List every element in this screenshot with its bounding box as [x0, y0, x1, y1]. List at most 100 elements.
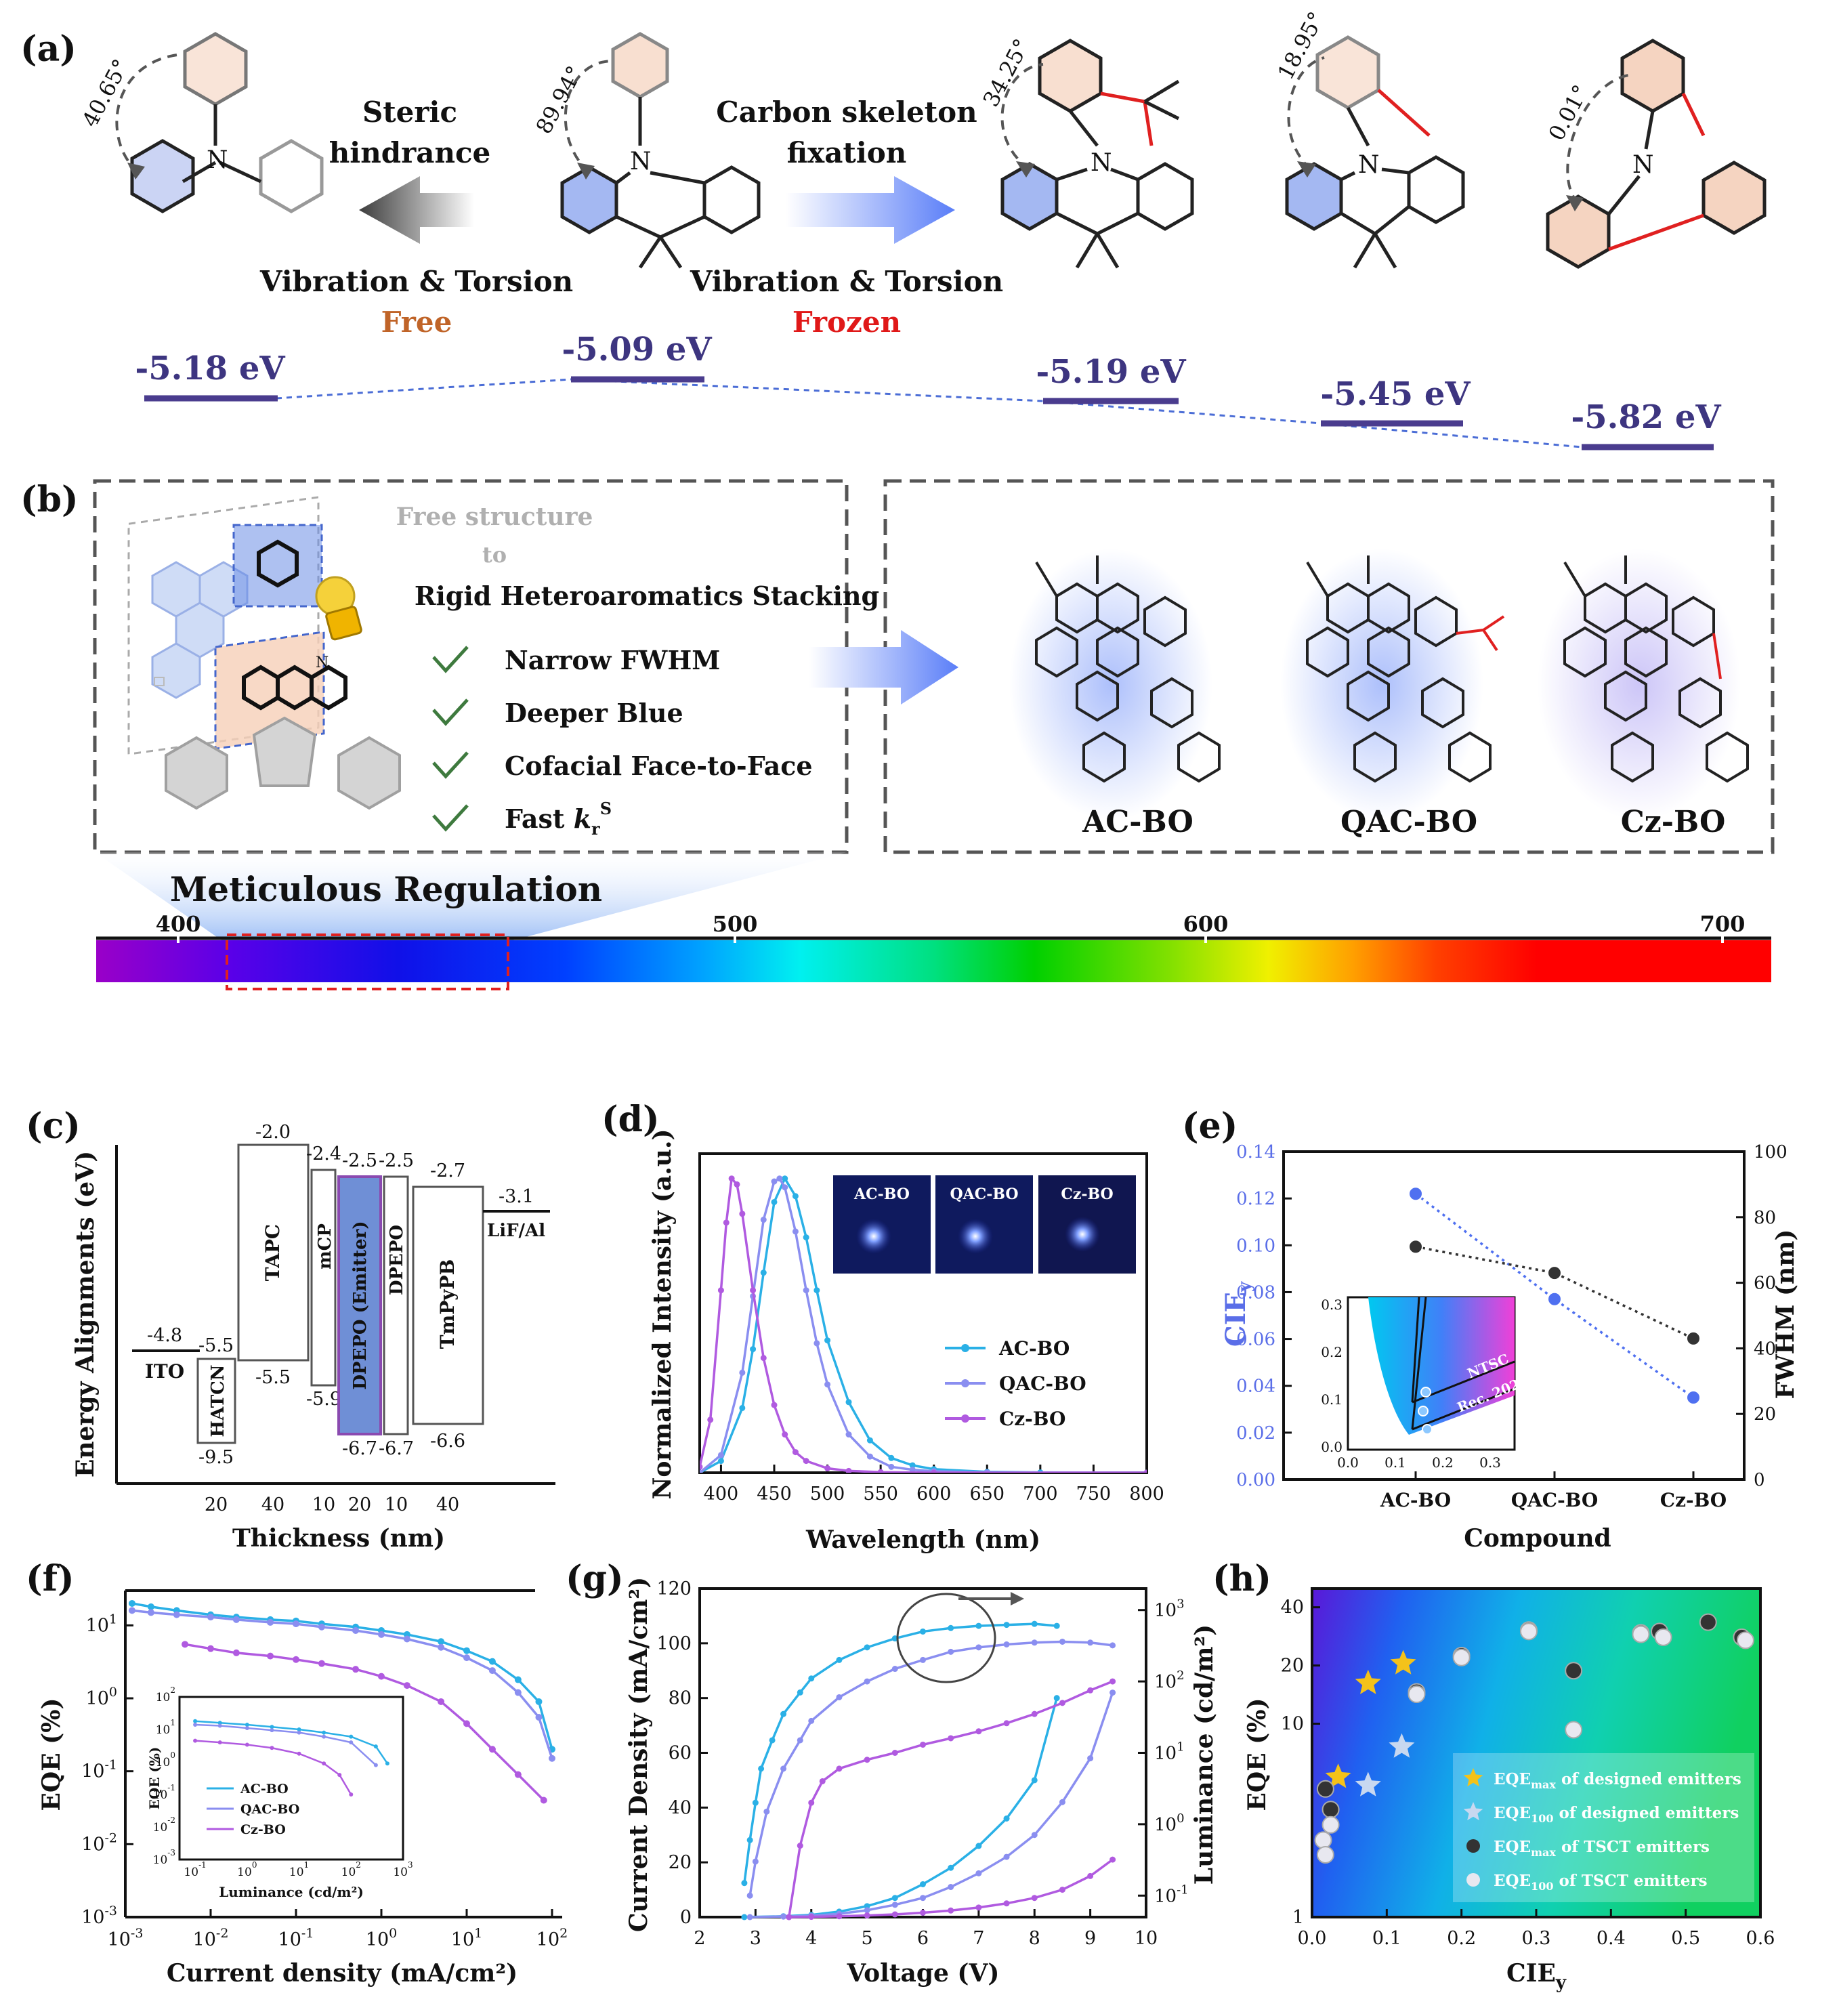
f-inset-point-QAC-BO-1 — [217, 1723, 222, 1728]
molecule-qac-bo: QAC-BO — [1280, 549, 1505, 839]
panel-h-letter: (h) — [1212, 1558, 1271, 1599]
f-inset-ytick-1: 10-2 — [153, 1815, 175, 1834]
f-point-QAC-BO-5 — [267, 1618, 274, 1626]
e-ytick-right-label-5: 100 — [1754, 1142, 1788, 1162]
d-point-QAC-BO-5 — [771, 1178, 778, 1185]
h-legend-marker-3 — [1466, 1873, 1480, 1887]
g-lv-point-AC-BO-6 — [797, 1689, 803, 1696]
g-ytick-right-label-0: 10-1 — [1154, 1883, 1189, 1906]
photo-label-qac-bo: QAC-BO — [950, 1185, 1018, 1203]
d-xtick-label-1: 450 — [757, 1484, 792, 1505]
g-lv-point-Cz-BO-9 — [975, 1728, 982, 1735]
f-point-Cz-BO-6 — [352, 1666, 360, 1673]
f-inset-point-Cz-BO-0 — [193, 1738, 198, 1743]
f-inset-point-QAC-BO-0 — [193, 1722, 198, 1727]
e-point-CIEy-2 — [1686, 1390, 1701, 1405]
small-lock-icon — [154, 677, 165, 686]
f-legend-label-0: AC-BO — [240, 1782, 289, 1797]
dpepo-top: -2.5 — [379, 1150, 414, 1171]
d-point-Cz-BO-6 — [739, 1211, 746, 1217]
compound-label-qac-bo: QAC-BO — [1340, 805, 1477, 839]
g-jv-point-Cz-BO-2 — [836, 1913, 843, 1920]
panel-e-xlabel: Compound — [1464, 1524, 1611, 1553]
g-lv-point-AC-BO-7 — [808, 1675, 815, 1682]
d-point-AC-BO-8 — [803, 1234, 809, 1241]
f-inset-series-QAC-BO — [195, 1723, 377, 1766]
fixation-text-line1: Carbon skeleton — [716, 96, 977, 129]
vibration-free-line: Vibration & Torsion — [259, 265, 573, 298]
svg-text:N: N — [630, 148, 652, 175]
panel-e-frame — [1282, 1150, 1746, 1481]
f-inset-series-Cz-BO — [195, 1740, 352, 1795]
g-jv-point-QAC-BO-12 — [1087, 1755, 1094, 1762]
f-inset-point-AC-BO-8 — [385, 1761, 389, 1766]
h-point-s3-8 — [1654, 1628, 1672, 1646]
photo-label-cz-bo: Cz-BO — [1061, 1185, 1113, 1203]
frozen-label: Frozen — [792, 306, 901, 339]
d-point-QAC-BO-2 — [739, 1369, 746, 1376]
f-inset-point-Cz-BO-3 — [270, 1746, 274, 1750]
g-jv-QAC-BO — [750, 1692, 1114, 1918]
f-inset-point-AC-BO-6 — [349, 1734, 354, 1739]
molecule-fused-acridine: N — [1285, 35, 1465, 269]
g-lv-point-AC-BO-12 — [948, 1624, 954, 1631]
molecule-triphenylamine: N — [115, 32, 324, 213]
h-legend-marker-1 — [1463, 1802, 1483, 1821]
rigid-stacking-text: Rigid Heteroaromatics Stacking — [415, 581, 879, 611]
e-ytick-right-label-1: 20 — [1754, 1404, 1776, 1425]
g-xtick-label-3: 5 — [862, 1928, 873, 1949]
d-xtick-label-3: 550 — [863, 1484, 898, 1505]
emitter-box — [337, 1175, 382, 1435]
inset-ytick-3: 0.3 — [1321, 1297, 1343, 1313]
f-point-QAC-BO-8 — [352, 1626, 360, 1634]
check-icon-2 — [432, 698, 469, 726]
f-point-QAC-BO-13 — [488, 1667, 496, 1675]
d-point-QAC-BO-7 — [782, 1184, 788, 1191]
panel-e-ylabel-left: CIEy — [1220, 1281, 1255, 1347]
spectrum-tick-600: 600 — [1183, 911, 1229, 937]
g-lv-point-QAC-BO-3 — [780, 1765, 787, 1772]
spectrum-tick-500: 500 — [713, 911, 758, 937]
g-jv-point-QAC-BO-1 — [780, 1913, 787, 1920]
d-legend-marker-1 — [961, 1379, 969, 1387]
f-point-AC-BO-15 — [535, 1698, 543, 1705]
g-lv-point-Cz-BO-10 — [1003, 1720, 1010, 1727]
g-lv-point-Cz-BO-12 — [1059, 1700, 1065, 1706]
tapc-box — [237, 1143, 310, 1362]
d-point-AC-BO-3 — [750, 1346, 757, 1353]
hatcn-thickness: 20 — [205, 1494, 228, 1515]
f-point-Cz-BO-13 — [540, 1797, 547, 1804]
f-xtick-label-5: 102 — [536, 1926, 568, 1950]
panel-a-letter: (a) — [20, 28, 77, 70]
check-text-2: Deeper Blue — [505, 698, 683, 728]
emitter-thickness: 20 — [348, 1494, 371, 1515]
f-inset-point-QAC-BO-7 — [373, 1763, 378, 1767]
phenyl-highlight — [232, 524, 323, 608]
g-lv-point-AC-BO-2 — [752, 1799, 759, 1806]
molecule-carbazole: N — [1546, 39, 1767, 269]
d-point-AC-BO-10 — [824, 1337, 831, 1344]
h-point-s3-5 — [1519, 1622, 1538, 1641]
steric-text-line1: Steric — [362, 96, 457, 129]
e-ytick-right-label-3: 60 — [1754, 1274, 1776, 1294]
energy-label-2: -5.09 eV — [562, 331, 712, 369]
molecule-cz-bo: Cz-BO — [1538, 549, 1749, 839]
d-point-Cz-BO-3 — [723, 1219, 730, 1226]
fast-kr-text: Fast krS — [505, 799, 612, 839]
g-lv-point-Cz-BO-11 — [1031, 1710, 1038, 1717]
h-xtick-label-3: 0.3 — [1522, 1928, 1551, 1949]
d-point-AC-BO-6 — [782, 1175, 788, 1182]
h-xtick-label-5: 0.5 — [1671, 1928, 1700, 1949]
g-ytick-right-label-2: 101 — [1154, 1740, 1185, 1764]
d-point-QAC-BO-13 — [866, 1453, 873, 1460]
f-inset-point-QAC-BO-5 — [322, 1734, 326, 1739]
f-xtick-label-3: 100 — [366, 1926, 397, 1950]
d-point-Cz-BO-14 — [845, 1467, 852, 1473]
check-text-1: Narrow FWHM — [505, 645, 720, 675]
d-point-Cz-BO-16 — [931, 1469, 937, 1473]
dpepo-thickness: 10 — [385, 1494, 408, 1515]
h-point-s3-4 — [1452, 1648, 1471, 1666]
d-legend-label-0: AC-BO — [998, 1337, 1070, 1360]
panel-d-xlabel: Wavelength (nm) — [805, 1526, 1040, 1554]
tmpypb-box — [412, 1185, 484, 1425]
